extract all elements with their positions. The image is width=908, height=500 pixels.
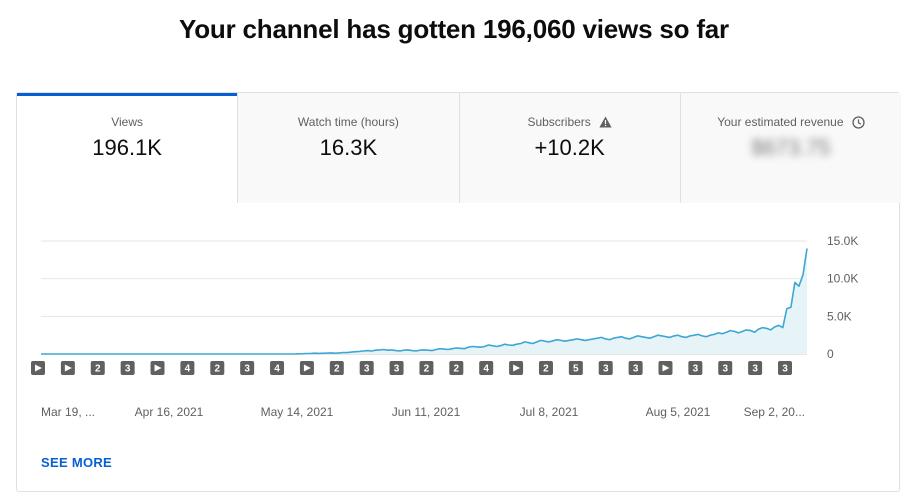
tab-watch-time[interactable]: Watch time (hours) 16.3K <box>237 93 459 203</box>
series-area <box>41 248 807 354</box>
page-headline: Your channel has gotten 196,060 views so… <box>179 14 729 44</box>
y-tick-label: 15.0K <box>827 234 858 248</box>
play-icon <box>154 364 162 372</box>
metric-value: +10.2K <box>534 135 605 160</box>
x-tick-label: Jun 11, 2021 <box>392 405 461 419</box>
event-marker <box>449 361 464 375</box>
analytics-card: Views 196.1K Watch time (hours) 16.3K Su… <box>16 92 901 492</box>
event-marker <box>210 361 225 375</box>
metric-value: 196.1K <box>92 135 162 160</box>
event-marker-count: 3 <box>752 364 758 375</box>
metric-label: Views <box>111 115 144 129</box>
event-marker-count: 4 <box>185 364 191 375</box>
x-tick-label: Sep 2, 20... <box>744 405 805 419</box>
play-icon <box>64 364 72 372</box>
event-marker-count: 3 <box>633 364 639 375</box>
event-marker <box>359 361 374 375</box>
event-marker-count: 3 <box>394 364 400 375</box>
event-marker <box>90 361 105 375</box>
event-marker-count: 5 <box>573 364 579 375</box>
event-marker-count: 3 <box>364 364 370 375</box>
metric-label: Your estimated revenue <box>717 115 844 129</box>
event-marker <box>568 361 583 375</box>
event-marker <box>419 361 434 375</box>
y-tick-label: 10.0K <box>827 272 858 286</box>
event-marker <box>718 361 733 375</box>
x-tick-label: May 14, 2021 <box>261 405 334 419</box>
y-tick-label: 5.0K <box>827 309 852 323</box>
views-chart: 0 5.0K 10.0K 15.0K 2 3 4 2 3 4 2 3 3 2 2 4 2 5 3 3 3 3 3 3 Mar 1… <box>17 205 901 435</box>
metric-value: 16.3K <box>319 135 378 160</box>
event-marker-count: 3 <box>125 364 131 375</box>
play-icon <box>303 364 311 372</box>
x-tick-label: Mar 19, ... <box>41 405 95 419</box>
event-marker <box>120 361 135 375</box>
metric-value-blurred: $673.75 <box>751 135 831 160</box>
event-marker <box>270 361 285 375</box>
series-line <box>41 248 808 355</box>
views-chart-svg: 0 5.0K 10.0K 15.0K 2 3 4 2 3 4 2 3 3 2 2 4 2 5 3 3 3 3 3 3 Mar 1… <box>31 234 858 419</box>
see-more-link[interactable]: SEE MORE <box>41 455 113 470</box>
event-marker <box>479 361 494 375</box>
event-marker <box>748 361 763 375</box>
warning-icon[interactable] <box>599 116 612 128</box>
event-marker <box>778 361 792 375</box>
event-marker <box>329 361 344 375</box>
event-marker <box>180 361 195 375</box>
event-marker <box>538 361 553 375</box>
event-marker-count: 2 <box>424 364 430 375</box>
event-marker-count: 2 <box>454 364 460 375</box>
event-marker-count: 3 <box>782 364 788 375</box>
event-marker-count: 2 <box>543 364 549 375</box>
metric-label: Watch time (hours) <box>297 115 399 129</box>
event-marker-count: 2 <box>334 364 340 375</box>
event-marker <box>389 361 404 375</box>
event-marker-count: 3 <box>722 364 728 375</box>
metric-tabs: Views 196.1K Watch time (hours) 16.3K Su… <box>17 93 901 205</box>
event-marker <box>598 361 613 375</box>
event-marker-count: 2 <box>95 364 101 375</box>
event-marker-count: 4 <box>483 364 489 375</box>
event-marker-count: 4 <box>274 364 280 375</box>
metric-label: Subscribers <box>527 115 591 129</box>
play-icon <box>513 364 521 372</box>
clock-icon[interactable] <box>851 115 865 129</box>
tab-subscribers[interactable]: Subscribers +10.2K <box>458 93 680 203</box>
event-marker <box>628 361 643 375</box>
play-icon <box>35 364 42 372</box>
x-tick-label: Apr 16, 2021 <box>135 405 204 419</box>
event-marker-count: 3 <box>244 364 250 375</box>
y-tick-label: 0 <box>827 347 834 361</box>
x-tick-label: Aug 5, 2021 <box>646 405 711 419</box>
play-icon <box>662 364 670 372</box>
event-marker-count: 3 <box>693 364 699 375</box>
x-tick-label: Jul 8, 2021 <box>520 405 579 419</box>
event-marker-count: 2 <box>214 364 220 375</box>
event-marker-count: 3 <box>603 364 609 375</box>
tab-views[interactable]: Views 196.1K <box>17 93 238 203</box>
event-marker <box>240 361 255 375</box>
event-marker <box>688 361 703 375</box>
tab-estimated-revenue[interactable]: Your estimated revenue $673.75 <box>679 93 901 203</box>
